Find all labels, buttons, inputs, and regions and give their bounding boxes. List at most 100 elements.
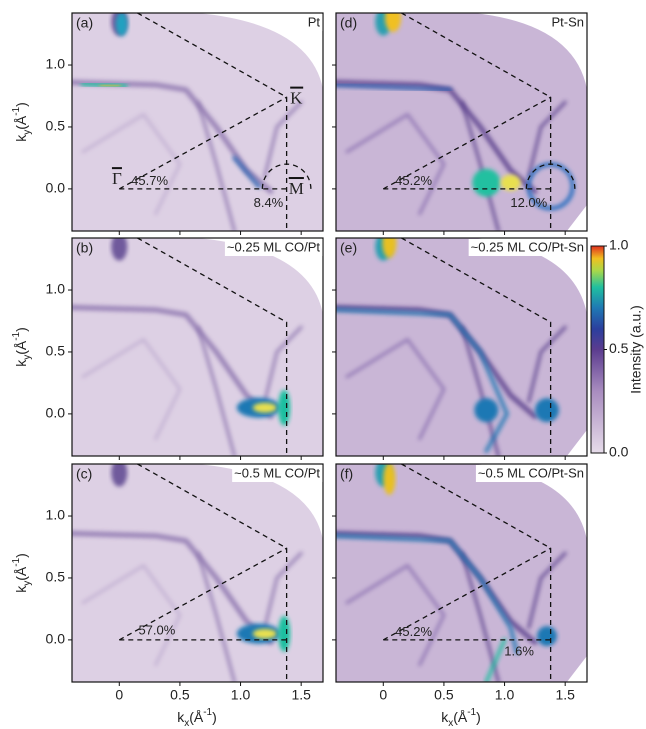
x-axis-label-part: (Å [453, 709, 468, 725]
hotspot [474, 398, 499, 423]
y-tick-label: 0.5 [46, 569, 66, 585]
title-box [475, 465, 586, 482]
y-axis-label-part: ) [13, 102, 29, 107]
colorbar-tick-label: 0.5 [609, 340, 629, 356]
panel-label: (b) [76, 240, 93, 256]
colorbar-label: Intensity (a.u.) [628, 305, 644, 394]
x-axis-label-part: ) [476, 709, 481, 725]
map-background [336, 238, 587, 456]
colorbar-tick-label: 1.0 [609, 237, 629, 253]
band [196, 551, 236, 682]
y-axis-label-part: -1 [11, 331, 22, 340]
annotation: 57.0% [138, 623, 175, 638]
hotspot [278, 615, 291, 652]
panel: 0 0.5 1.0 1.5 0.0 0.5 1.0 (c) ~0.5 ML CO/Pt 57.0% [46, 463, 324, 703]
title-box [305, 14, 323, 31]
panel: (d) Pt-Sn 45.2% 12.0% [332, 12, 588, 235]
zone-line [137, 237, 288, 456]
band [484, 637, 507, 682]
annotation: Γ [112, 169, 122, 188]
annotation: K [290, 89, 303, 108]
colorbar-tick-label: 0.0 [609, 444, 629, 460]
frame [335, 237, 588, 457]
x-axis-label-part: -1 [203, 707, 212, 718]
y-axis-label-part: y [22, 130, 33, 135]
panel-title: ~0.25 ML CO/Pt-Sn [471, 239, 584, 254]
panel-label: (f) [340, 466, 353, 482]
zone-arc [261, 163, 312, 189]
x-axis-label: kx(Å-1) [177, 707, 217, 729]
band [81, 338, 182, 441]
panel-title: Pt [308, 14, 321, 29]
annotation: 45.2% [395, 173, 432, 188]
band [527, 325, 567, 403]
zone-line [382, 96, 551, 190]
band [336, 533, 519, 655]
panel: 0.0 0.5 1.0 (a) Pt Γ K M 45.7% 8.4% [46, 12, 324, 235]
band [527, 100, 567, 178]
panel-title: ~0.25 ML CO/Pt [227, 239, 320, 254]
x-tick-label: 0 [379, 687, 387, 703]
title-box [232, 465, 323, 482]
x-axis-label-part: -1 [467, 707, 476, 718]
title-box [224, 239, 323, 256]
x-tick-label: 0 [115, 687, 123, 703]
x-axis-label-part: x [448, 718, 453, 729]
map-image [336, 464, 587, 682]
band [263, 325, 303, 403]
frame [71, 463, 324, 683]
hotspot [278, 389, 291, 426]
y-axis-label-part: y [22, 355, 33, 360]
x-tick-label: 0.5 [170, 687, 190, 703]
band [336, 82, 452, 92]
panel: (e) ~0.25 ML CO/Pt-Sn [332, 237, 588, 460]
y-axis-label-part: ) [13, 553, 29, 558]
y-tick-label: 0.0 [46, 180, 66, 196]
panel: 0 0.5 1.0 1.5 (f) ~0.5 ML CO/Pt-Sn 45.2% 1.6% [332, 463, 588, 703]
y-axis-label: ky(Å-1) [11, 102, 33, 142]
band [196, 325, 236, 456]
panel-label: (a) [76, 15, 93, 31]
map-image [336, 238, 587, 456]
y-tick-label: 1.0 [46, 281, 66, 297]
x-axis-label-part: ) [212, 709, 217, 725]
colorbar [590, 245, 605, 454]
map-image [72, 238, 323, 456]
map-image [72, 13, 323, 231]
band [263, 551, 303, 629]
zone-arc [525, 163, 576, 189]
x-axis-label-part: x [184, 718, 189, 729]
y-axis-label-part: k [13, 134, 29, 142]
y-tick-label: 1.0 [46, 507, 66, 523]
y-tick-label: 0.0 [46, 631, 66, 647]
frame [71, 12, 324, 232]
zone-line [118, 96, 287, 190]
y-axis-label-part: k [13, 359, 29, 367]
hotspot [536, 626, 557, 647]
y-axis-label: ky(Å-1) [11, 553, 33, 593]
y-axis-label-part: (Å [13, 340, 29, 355]
x-tick-label: 1.0 [495, 687, 515, 703]
map-background [72, 13, 323, 231]
x-axis-label-part: (Å [189, 709, 204, 725]
hotspot [382, 238, 397, 258]
frame [71, 237, 324, 457]
annotation: 12.0% [510, 195, 547, 210]
hotspot [252, 628, 277, 639]
hotspot [383, 464, 396, 495]
hotspot [384, 13, 401, 32]
y-axis-label: ky(Å-1) [11, 327, 33, 367]
y-tick-label: 0.0 [46, 405, 66, 421]
map-image [336, 13, 587, 231]
band [527, 551, 567, 629]
hotspot [115, 13, 128, 37]
hotspot [111, 464, 128, 487]
zone-line [118, 547, 287, 641]
band [232, 155, 261, 189]
panel-label: (c) [76, 466, 92, 482]
zone-line [382, 547, 551, 641]
title-box [549, 14, 586, 31]
y-axis-label-part: (Å [13, 566, 29, 581]
y-tick-label: 0.5 [46, 343, 66, 359]
